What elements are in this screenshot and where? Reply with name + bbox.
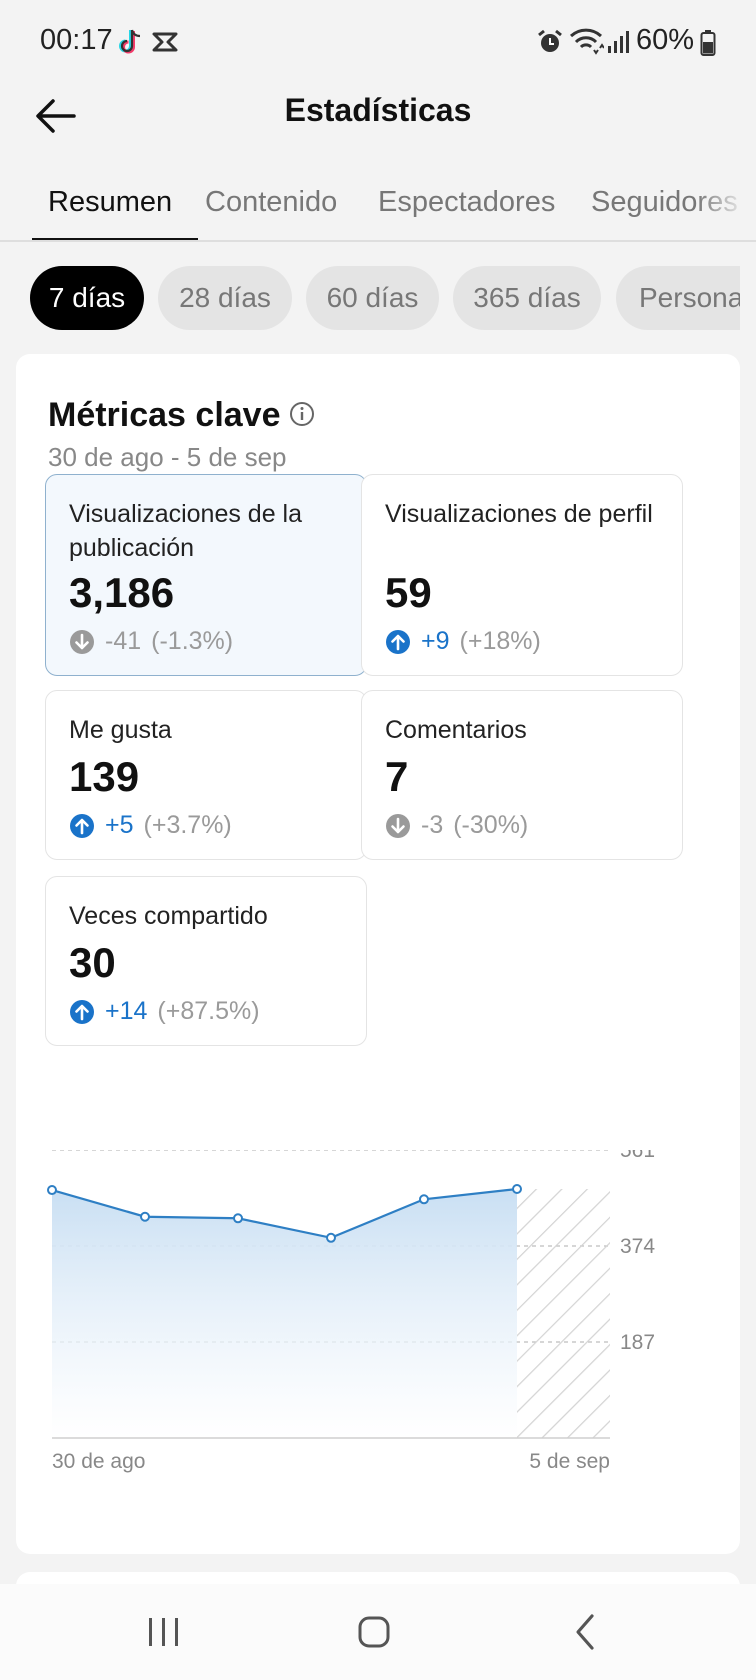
metric-delta: -41 (105, 627, 142, 655)
recent-apps-icon (149, 1618, 178, 1646)
metric-change: +14 (+87.5%) (69, 997, 260, 1026)
data-point (512, 1184, 522, 1195)
metric-comments[interactable]: Comentarios 7 -3 (-30%) (361, 690, 683, 860)
back-button[interactable] (30, 90, 82, 142)
series-line (51, 1187, 518, 1239)
metric-change: +5 (+3.7%) (69, 811, 232, 840)
chevron-left-icon (576, 1614, 594, 1650)
tab-fade (696, 170, 756, 240)
y-tick-label: 374 (620, 1235, 655, 1258)
arrow-up-circle-icon (70, 999, 94, 1024)
tab-bar: Resumen Contenido Espectadores Seguidore… (0, 170, 756, 242)
metric-value: 59 (385, 569, 432, 616)
data-point (140, 1211, 150, 1222)
home-icon (358, 1616, 390, 1648)
metric-change: +9 (+18%) (385, 627, 541, 656)
metric-likes[interactable]: Me gusta 139 +5 (+3.7%) (45, 690, 367, 860)
info-icon[interactable] (288, 400, 316, 428)
tab-espectadores[interactable]: Espectadores (378, 186, 556, 218)
metric-value: 139 (69, 753, 140, 800)
signal-icon (606, 28, 630, 56)
post-views-chart[interactable]: 187 374 561 30 de ago 5 de sep (40, 1150, 720, 1510)
data-point (47, 1185, 57, 1196)
wifi-icon (568, 26, 605, 56)
range-60-days[interactable]: 60 días (306, 266, 439, 330)
metric-percent: (-1.3%) (151, 627, 234, 655)
tiktok-icon (118, 27, 144, 57)
alarm-icon (536, 28, 564, 56)
metric-label: Me gusta (69, 716, 172, 744)
arrow-up-circle-icon (70, 813, 94, 838)
active-tab-indicator (32, 238, 198, 240)
metric-label: Veces compartido (69, 902, 268, 930)
data-point (326, 1232, 336, 1243)
incomplete-period (517, 1189, 610, 1438)
metric-profile-views[interactable]: Visualizaciones de perfil 59 +9 (+18%) (361, 474, 683, 676)
metric-change: -41 (-1.3%) (69, 627, 233, 656)
arrow-left-icon (36, 99, 76, 133)
tab-resumen[interactable]: Resumen (48, 186, 173, 218)
range-selector: 7 días 28 días 60 días 365 días Personal… (0, 266, 740, 330)
metric-delta: -3 (421, 811, 444, 839)
x-tick-label: 5 de sep (529, 1450, 610, 1473)
metric-label: Visualizaciones de la publicación (69, 500, 303, 562)
recent-apps-button[interactable] (134, 1608, 194, 1658)
metric-post-views[interactable]: Visualizaciones de la publicación 3,186 … (45, 474, 367, 676)
page-title: Estadísticas (284, 92, 472, 128)
metric-delta: +5 (105, 811, 134, 839)
key-metrics-title: Métricas clave (48, 396, 281, 434)
nav-back-button[interactable] (556, 1608, 616, 1658)
metric-percent: (+18%) (459, 627, 541, 655)
metric-delta: +14 (105, 997, 148, 1025)
battery-icon (700, 30, 716, 56)
metric-value: 3,186 (69, 569, 175, 616)
metric-label: Comentarios (385, 716, 527, 744)
arrow-up-circle-icon (386, 629, 410, 654)
arrow-down-circle-icon (70, 629, 94, 654)
metric-percent: (+87.5%) (157, 997, 260, 1025)
battery-percent: 60% (636, 24, 695, 56)
metric-value: 30 (69, 939, 116, 986)
arrow-down-circle-icon (386, 813, 410, 838)
x-tick-label: 30 de ago (52, 1450, 145, 1473)
range-365-days[interactable]: 365 días (453, 266, 601, 330)
data-point (233, 1213, 243, 1224)
status-bar: 00:17 60% (0, 0, 756, 84)
metric-change: -3 (-30%) (385, 811, 528, 840)
home-button[interactable] (344, 1608, 404, 1658)
y-tick-label: 561 (620, 1150, 655, 1162)
data-point (419, 1194, 429, 1205)
metric-percent: (-30%) (453, 811, 529, 839)
metric-label: Visualizaciones de perfil (385, 500, 653, 528)
chart-area (52, 1189, 517, 1438)
metric-delta: +9 (421, 627, 450, 655)
system-nav-bar (0, 1584, 756, 1680)
status-time: 00:17 (40, 24, 113, 56)
metric-shares[interactable]: Veces compartido 30 +14 (+87.5%) (45, 876, 367, 1046)
capcut-icon (151, 30, 179, 54)
metric-value: 7 (385, 753, 409, 800)
date-range-label: 30 de ago - 5 de sep (48, 442, 287, 472)
metric-percent: (+3.7%) (143, 811, 232, 839)
range-custom[interactable]: Personalizar (616, 266, 740, 330)
range-7-days[interactable]: 7 días (30, 266, 144, 330)
tab-contenido[interactable]: Contenido (205, 186, 338, 218)
range-28-days[interactable]: 28 días (158, 266, 292, 330)
y-tick-label: 187 (620, 1331, 655, 1354)
